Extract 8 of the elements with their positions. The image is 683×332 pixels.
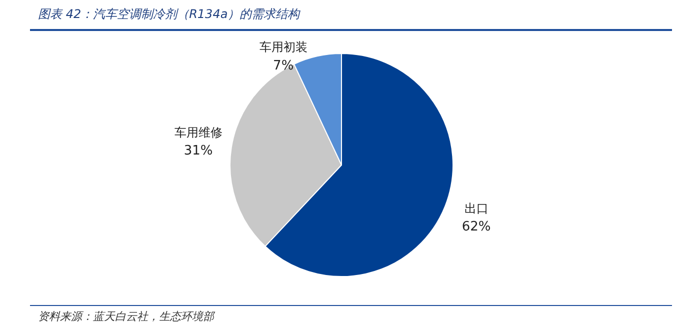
- slice-label: 车用维修: [174, 125, 222, 140]
- data-label: 7%: [273, 58, 294, 74]
- chart-title: 图表 42：汽车空调制冷剂（R134a）的需求结构: [38, 6, 300, 23]
- data-label: 31%: [184, 144, 213, 159]
- slice-label: 出口: [464, 201, 488, 216]
- data-label: 62%: [462, 220, 491, 235]
- slice-label: 车用初装: [259, 40, 308, 54]
- text: 资料来源：蓝天白云社，生态环境部: [38, 309, 214, 324]
